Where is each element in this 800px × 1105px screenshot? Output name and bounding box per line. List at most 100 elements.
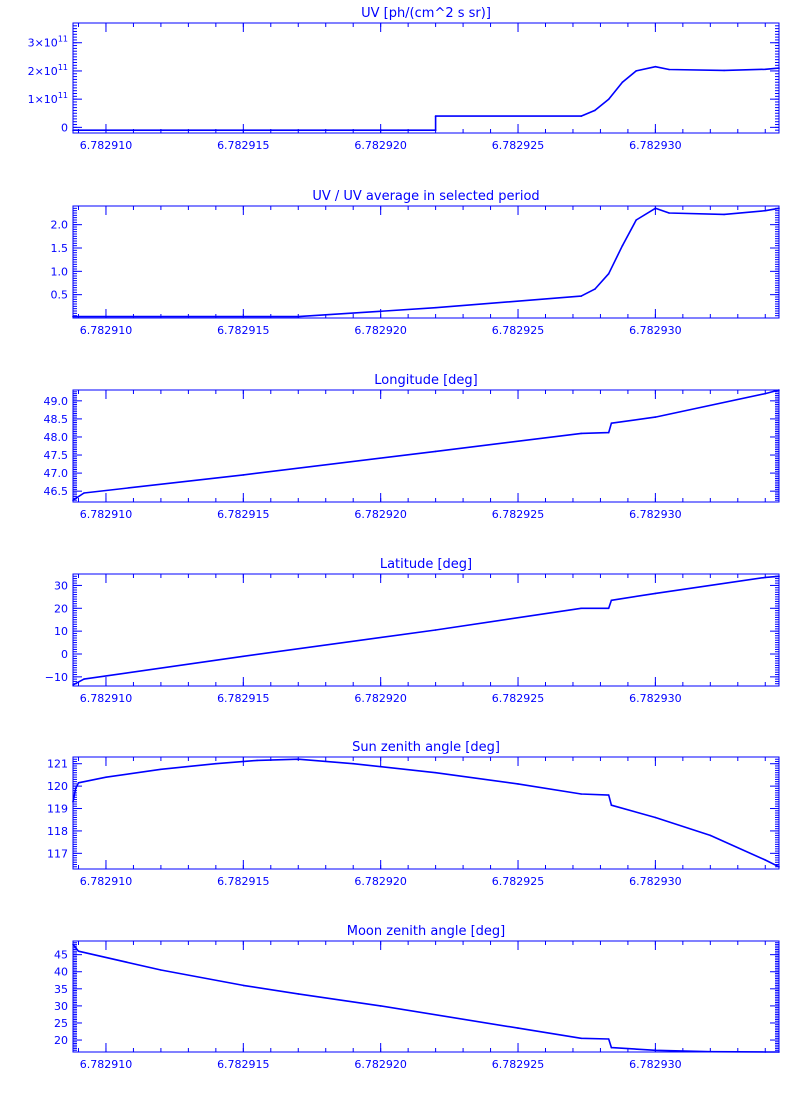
data-point xyxy=(607,1038,610,1040)
data-point xyxy=(654,1049,657,1052)
data-point xyxy=(607,607,610,610)
data-point xyxy=(580,607,582,610)
data-point xyxy=(215,762,217,765)
data-point xyxy=(72,129,74,131)
data-point xyxy=(580,793,582,795)
data-point xyxy=(723,69,725,72)
plot-frame xyxy=(72,22,780,134)
chart-title: Longitude [deg] xyxy=(374,373,477,388)
data-point xyxy=(297,758,300,760)
x-tick-label: 6.782920 xyxy=(354,508,407,521)
data-point xyxy=(607,794,610,796)
x-tick-label: 6.782925 xyxy=(492,1058,545,1071)
x-tick-label: 6.782930 xyxy=(629,324,682,337)
data-point xyxy=(434,306,437,309)
data-point xyxy=(723,213,725,216)
data-point xyxy=(297,993,300,995)
chart-panel-3: Longitude [deg] 6.782910 6.782915 6.782920 6… xyxy=(44,373,780,521)
y-tick-label: 25 xyxy=(54,1017,68,1030)
data-point xyxy=(607,98,610,100)
chart-panel-1: UV [ph/(cm^2 s sr)] 6.782910 6.782915 6.782… xyxy=(28,6,780,152)
x-tick-label: 6.782915 xyxy=(217,324,270,337)
y-tick-label: 1.5 xyxy=(51,242,69,255)
chart-title: UV / UV average in selected period xyxy=(312,189,539,204)
y-tick-label: 121 xyxy=(47,758,68,771)
data-point xyxy=(635,70,637,72)
x-tick-label: 6.782930 xyxy=(629,508,682,521)
data-point xyxy=(764,209,767,212)
data-point xyxy=(580,115,582,117)
x-tick-label: 6.782915 xyxy=(217,508,270,521)
data-point xyxy=(242,984,245,987)
chart-panel-6: Moon zenith angle [deg] 6.782910 6.782915 6… xyxy=(54,924,780,1071)
data-point xyxy=(610,599,613,602)
x-tick-label: 6.782910 xyxy=(80,139,133,152)
y-tick-label: 117 xyxy=(47,847,68,860)
data-point xyxy=(778,575,780,578)
series-line xyxy=(73,207,780,318)
data-point xyxy=(72,499,74,502)
y-tick-label: 20 xyxy=(54,1034,68,1047)
data-point xyxy=(764,1051,767,1053)
y-tick-label: 47.0 xyxy=(44,467,69,480)
data-point xyxy=(434,450,437,453)
x-tick-label: 6.782930 xyxy=(629,692,682,705)
data-point xyxy=(517,1027,519,1029)
data-point xyxy=(654,592,657,595)
series-line xyxy=(72,389,780,501)
data-point xyxy=(668,212,670,214)
y-tick-label: 119 xyxy=(47,803,68,816)
y-tick-label: 1.0 xyxy=(51,265,69,278)
y-tick-label: 20 xyxy=(54,602,68,615)
data-point xyxy=(379,1005,382,1007)
data-point xyxy=(105,776,107,778)
y-tick-label: 30 xyxy=(54,579,68,592)
chart-title: Sun zenith angle [deg] xyxy=(352,740,500,755)
x-tick-label: 6.782910 xyxy=(80,324,133,337)
x-tick-label: 6.782925 xyxy=(492,875,545,888)
data-point xyxy=(654,816,657,819)
x-tick-label: 6.782930 xyxy=(629,139,682,152)
chart-panel-4: Latitude [deg] 6.782910 6.782915 6.782920 6.… xyxy=(45,557,780,705)
data-point xyxy=(434,129,437,131)
y-tick-label: 120 xyxy=(47,780,68,793)
data-point xyxy=(160,768,162,771)
y-tick-label: 0 xyxy=(61,648,68,661)
series-line xyxy=(73,65,780,131)
x-tick-label: 6.782925 xyxy=(492,139,545,152)
y-tick-exponent: 11 xyxy=(58,63,68,72)
y-tick-label: 46.5 xyxy=(44,485,69,498)
data-point xyxy=(778,207,780,210)
data-point xyxy=(352,762,355,765)
y-tick-label: 1×1011 xyxy=(28,91,68,106)
data-point xyxy=(256,759,258,762)
x-tick-label: 6.782910 xyxy=(80,875,133,888)
data-point xyxy=(764,859,767,861)
x-tick-label: 6.782920 xyxy=(354,692,407,705)
data-point xyxy=(242,655,245,658)
data-point xyxy=(580,1037,582,1040)
data-point xyxy=(778,866,780,868)
data-point xyxy=(434,629,437,631)
data-point xyxy=(72,684,74,686)
y-tick-label: 30 xyxy=(54,1000,68,1013)
data-point xyxy=(635,219,637,221)
data-point xyxy=(621,244,624,247)
x-tick-label: 6.782915 xyxy=(217,875,270,888)
data-point xyxy=(242,474,245,476)
x-tick-label: 6.782910 xyxy=(80,692,133,705)
x-tick-label: 6.782915 xyxy=(217,139,270,152)
y-tick-label: 3×1011 xyxy=(28,35,68,50)
data-point xyxy=(764,392,767,395)
data-point xyxy=(610,1046,613,1049)
x-tick-label: 6.782920 xyxy=(354,139,407,152)
data-point xyxy=(517,783,519,785)
y-tick-exponent: 11 xyxy=(58,91,68,100)
y-tick-label: 49.0 xyxy=(44,395,69,408)
chart-panel-5: Sun zenith angle [deg] 6.782910 6.782915 6.… xyxy=(47,740,780,888)
data-point xyxy=(580,295,582,297)
chart-title: UV [ph/(cm^2 s sr)] xyxy=(361,6,491,21)
plot-frame xyxy=(72,205,780,319)
series-line xyxy=(72,575,780,686)
